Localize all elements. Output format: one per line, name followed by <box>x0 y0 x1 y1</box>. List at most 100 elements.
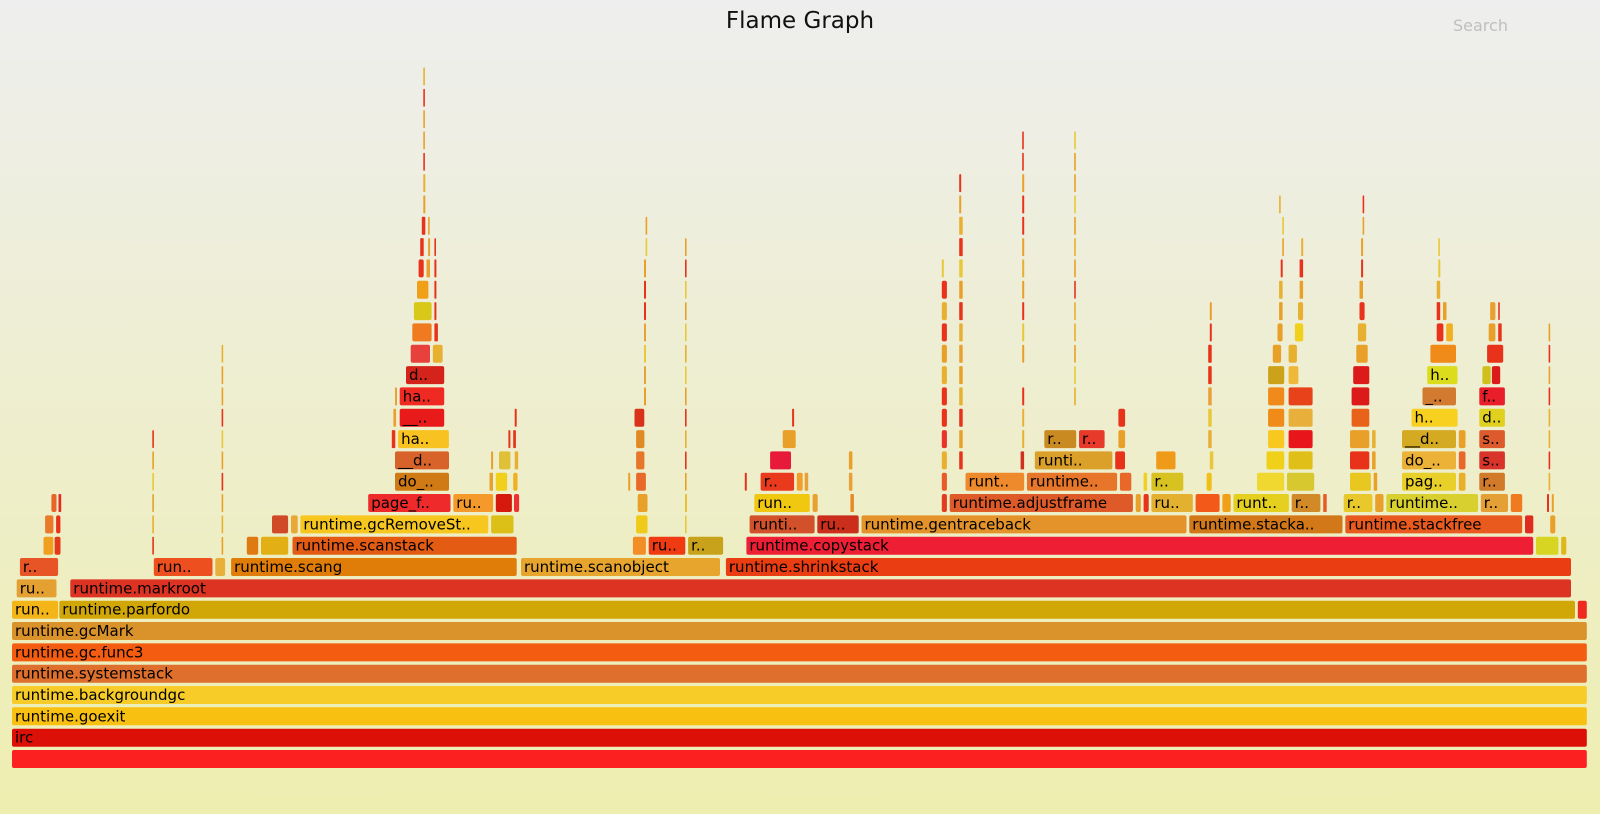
frame[interactable] <box>1268 387 1285 406</box>
frame-rect[interactable] <box>399 387 445 406</box>
frame[interactable] <box>1487 344 1504 363</box>
frame-rect[interactable] <box>959 323 963 342</box>
frame-rect[interactable] <box>1479 451 1505 470</box>
frame-rect[interactable] <box>1323 494 1327 512</box>
frame[interactable] <box>636 451 645 470</box>
frame-rect[interactable] <box>1118 430 1126 449</box>
frame[interactable] <box>1266 451 1285 470</box>
frame[interactable] <box>1282 238 1284 257</box>
frame[interactable] <box>1536 536 1559 555</box>
frame[interactable] <box>685 430 687 449</box>
frame-rect[interactable] <box>685 430 687 449</box>
frame[interactable] <box>1550 515 1556 534</box>
frame-rect[interactable] <box>1301 238 1304 257</box>
frame[interactable] <box>1357 323 1367 342</box>
frame-rect[interactable] <box>221 451 224 470</box>
frame-rect[interactable] <box>1357 323 1367 342</box>
frame-rect[interactable] <box>941 302 947 321</box>
frame[interactable] <box>246 536 259 555</box>
frame-rect[interactable] <box>399 408 445 427</box>
frame-rect[interactable] <box>1288 366 1299 385</box>
frame[interactable] <box>685 302 687 321</box>
frame-rect[interactable] <box>221 387 224 406</box>
frame-rect[interactable] <box>1189 515 1343 534</box>
frame-rect[interactable] <box>1074 152 1076 171</box>
frame[interactable] <box>1208 366 1212 385</box>
frame-rect[interactable] <box>1438 238 1440 257</box>
frame[interactable]: _.. <box>1422 387 1457 406</box>
frame[interactable] <box>221 344 224 363</box>
frame[interactable] <box>645 216 648 235</box>
frame[interactable] <box>804 472 809 491</box>
frame[interactable] <box>941 494 947 512</box>
frame-rect[interactable] <box>1547 494 1549 512</box>
frame-rect[interactable] <box>644 259 646 278</box>
frame-rect[interactable] <box>685 259 687 278</box>
frame-rect[interactable] <box>1288 430 1313 449</box>
frame[interactable] <box>1299 259 1304 278</box>
frame[interactable] <box>1356 344 1368 363</box>
frame[interactable] <box>959 408 963 427</box>
frame[interactable] <box>221 472 224 491</box>
frame-rect[interactable] <box>644 280 646 299</box>
frame[interactable]: r.. <box>688 536 724 555</box>
frame[interactable] <box>1143 472 1148 491</box>
frame[interactable] <box>848 472 853 491</box>
frame-rect[interactable] <box>412 323 432 342</box>
frame-rect[interactable] <box>749 515 815 534</box>
frame-rect[interactable] <box>685 472 687 491</box>
frame[interactable] <box>1491 366 1501 385</box>
frame[interactable] <box>499 451 511 470</box>
frame-rect[interactable] <box>434 238 436 257</box>
frame-rect[interactable] <box>744 472 747 491</box>
frame-rect[interactable] <box>959 451 963 470</box>
frame-rect[interactable] <box>685 302 687 321</box>
frame[interactable] <box>221 451 224 470</box>
frame[interactable] <box>495 472 508 491</box>
frame[interactable] <box>1458 451 1466 470</box>
frame-rect[interactable] <box>1022 195 1025 214</box>
frame-rect[interactable] <box>1282 216 1284 235</box>
frame[interactable] <box>423 131 425 150</box>
frame-rect[interactable] <box>418 259 424 278</box>
frame[interactable] <box>1208 344 1212 363</box>
frame-rect[interactable] <box>391 430 396 449</box>
frame[interactable]: runtime.gentraceback <box>861 515 1187 534</box>
frame-rect[interactable] <box>1272 344 1282 363</box>
frame-rect[interactable] <box>395 472 449 491</box>
frame[interactable] <box>1022 323 1025 342</box>
frame[interactable] <box>1443 302 1447 321</box>
frame-rect[interactable] <box>770 451 791 470</box>
frame-rect[interactable] <box>1427 366 1458 385</box>
frame[interactable] <box>1490 302 1492 321</box>
frame[interactable] <box>1372 451 1376 470</box>
frame[interactable] <box>941 472 947 491</box>
frame-rect[interactable] <box>1550 515 1556 534</box>
frame[interactable] <box>1074 195 1076 214</box>
frame[interactable] <box>1288 430 1313 449</box>
frame[interactable] <box>1362 195 1365 214</box>
frame[interactable] <box>1353 366 1370 385</box>
frame[interactable] <box>423 152 425 171</box>
frame[interactable] <box>1272 344 1282 363</box>
frame-rect[interactable] <box>508 430 511 449</box>
frame-rect[interactable] <box>1074 344 1076 363</box>
frame-rect[interactable] <box>423 67 425 86</box>
frame[interactable] <box>395 387 397 406</box>
frame-rect[interactable] <box>959 259 963 278</box>
frame[interactable] <box>959 323 963 342</box>
frame-rect[interactable] <box>54 536 61 555</box>
frame-rect[interactable] <box>70 579 1571 598</box>
frame-rect[interactable] <box>1548 344 1551 363</box>
frame[interactable] <box>418 259 424 278</box>
frame-rect[interactable] <box>1115 451 1125 470</box>
frame[interactable] <box>1074 366 1076 385</box>
frame-rect[interactable] <box>12 664 1587 683</box>
frame[interactable]: runtime.. <box>1026 472 1118 491</box>
frame-rect[interactable] <box>1206 472 1212 491</box>
frame-rect[interactable] <box>1458 430 1466 449</box>
frame[interactable]: ru.. <box>16 579 57 598</box>
frame-rect[interactable] <box>12 750 1587 768</box>
frame-rect[interactable] <box>861 515 1187 534</box>
frame[interactable] <box>1510 494 1523 512</box>
